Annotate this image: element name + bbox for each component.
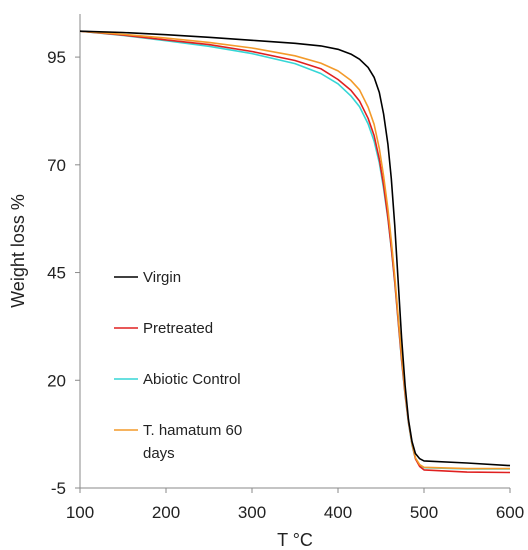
legend-label: Pretreated [143, 320, 213, 337]
x-tick-label: 200 [152, 503, 180, 522]
series-line-t-hamatum-60-days [79, 30, 510, 470]
legend: Virgin Pretreated Abiotic Control T. hamatu… [114, 269, 242, 462]
y-tick-label: 95 [47, 48, 66, 67]
y-tick-label: -5 [51, 479, 66, 498]
y-axis-title: Weight loss % [8, 194, 28, 308]
x-axis-title: T °C [277, 530, 313, 550]
y-tick-label: 45 [47, 264, 66, 283]
series-line-abiotic-control [79, 30, 510, 470]
legend-label: Abiotic Control [143, 371, 241, 388]
series-line-virgin [79, 30, 511, 467]
x-tick-label: 600 [496, 503, 524, 522]
legend-label: Virgin [143, 269, 181, 286]
y-tick-label: 20 [47, 371, 66, 390]
x-tick-label: 300 [238, 503, 266, 522]
series-layer [79, 30, 511, 474]
x-tick-label: 500 [410, 503, 438, 522]
legend-label: T. hamatum 60 days [143, 422, 242, 462]
series-line-pretreated [79, 30, 511, 474]
x-tick-label: 400 [324, 503, 352, 522]
x-tick-label: 100 [66, 503, 94, 522]
y-axis-ticks: -5 20 45 70 95 [47, 48, 80, 498]
x-axis-ticks: 100 200 300 400 500 600 [66, 488, 524, 522]
y-tick-label: 70 [47, 156, 66, 175]
